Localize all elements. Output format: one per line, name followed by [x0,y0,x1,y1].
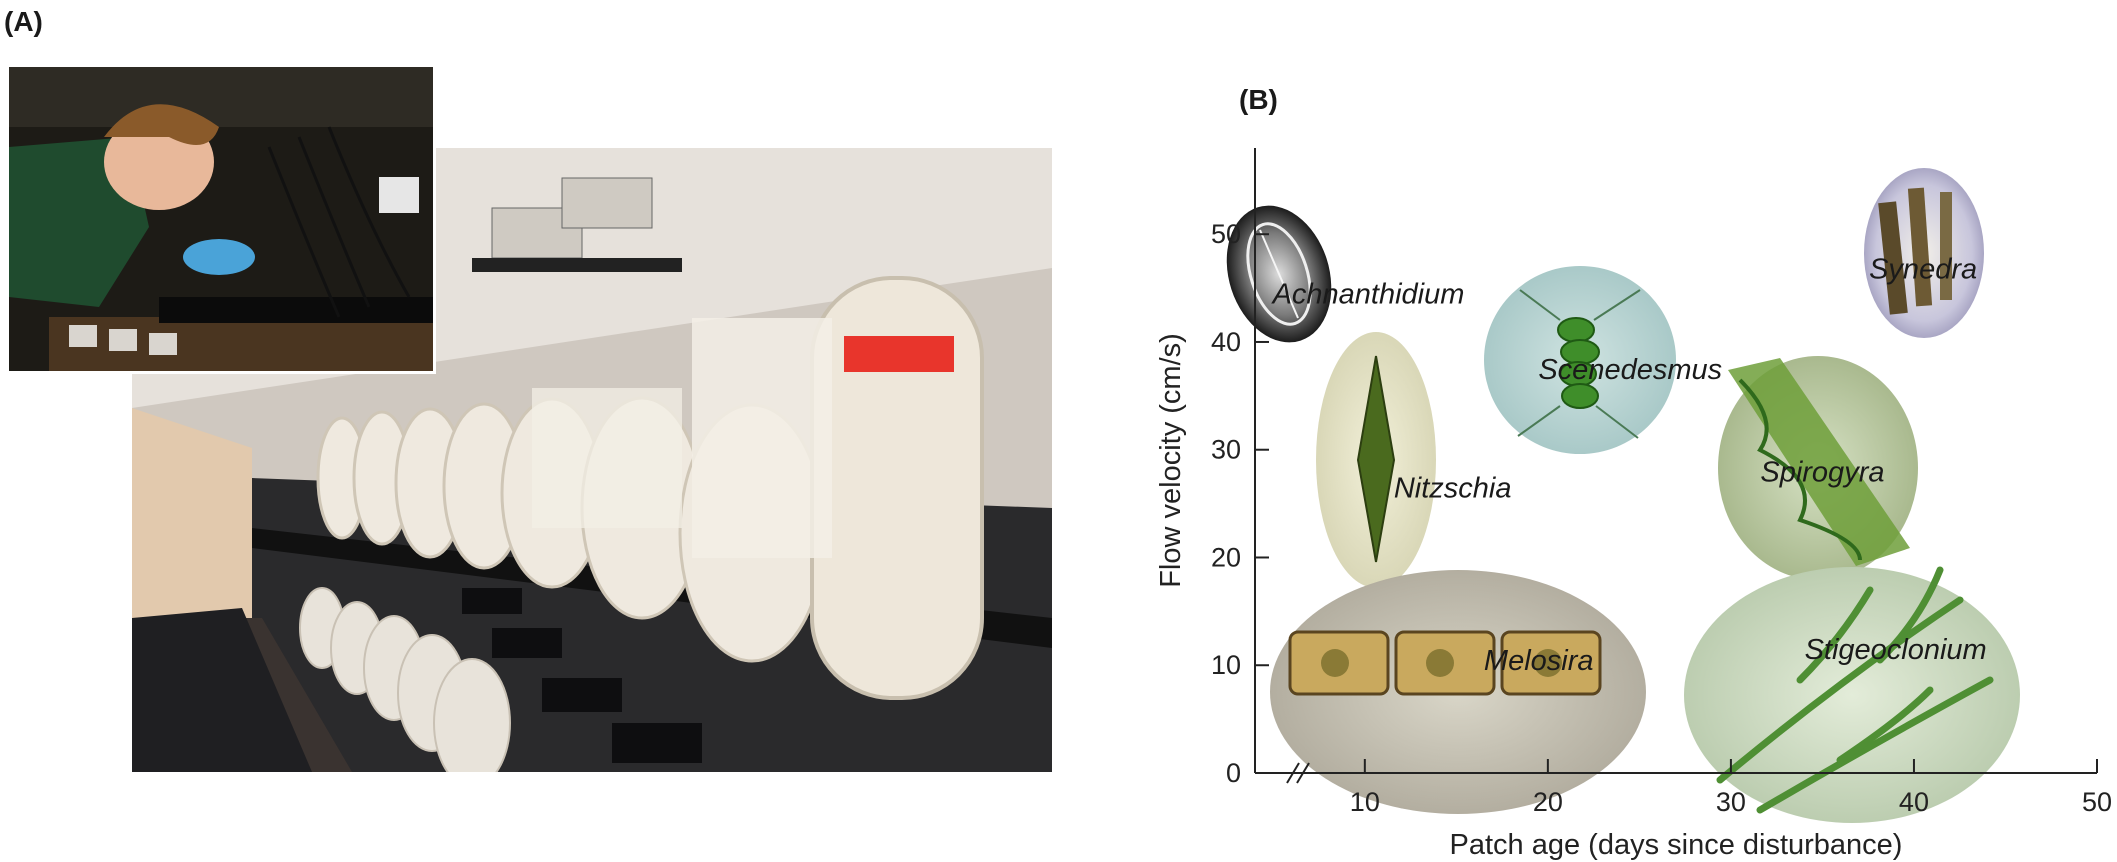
y-tick-label: 10 [1211,650,1241,680]
y-tick-label: 40 [1211,327,1241,357]
y-axis-label: Flow velocity (cm/s) [1155,333,1187,588]
x-tick-label: 10 [1350,787,1380,817]
taxon-label: Melosira [1484,645,1594,677]
x-tick-label: 40 [1899,787,1929,817]
taxon-label: Spirogyra [1760,456,1884,488]
axis-break-mark [1296,762,1310,784]
x-tick-label: 30 [1716,787,1746,817]
chart-ticks: 0 10 20 30 40 50 10 20 30 40 50 [1211,219,2112,817]
laboratory-flume-photo [132,148,1052,772]
synedra-micrograph [1864,168,1984,338]
y-tick-label: 0 [1226,758,1241,788]
taxon-labels: Achnanthidium Synedra Scenedesmus Nitzschia… [1271,254,1987,677]
stigeoclonium-micrograph [1684,566,2020,823]
chart-axes [1254,148,2097,784]
taxon-label: Stigeoclonium [1805,634,1987,666]
spirogyra-micrograph [1718,356,1918,580]
axis-break-mark [1286,762,1300,784]
y-tick-label: 30 [1211,435,1241,465]
researcher-inset-photo [6,64,436,374]
nitzschia-micrograph [1316,332,1436,588]
x-tick-label: 50 [2082,787,2112,817]
panel-a-label: (A) [4,6,43,37]
taxon-label: Scenedesmus [1538,354,1722,386]
y-tick-label: 50 [1211,219,1241,249]
flow-velocity-chart: 0 10 20 30 40 50 10 20 30 40 50 Achnanthidium Syned… [1155,148,2112,861]
taxon-label: Synedra [1869,254,1977,286]
taxon-label: Achnanthidium [1271,278,1465,310]
taxon-label: Nitzschia [1394,472,1512,504]
achnanthidium-micrograph [1226,205,1332,343]
y-tick-label: 20 [1211,542,1241,572]
scenedesmus-micrograph [1484,266,1676,454]
melosira-micrograph [1270,570,1646,814]
panel-b-label: (B) [1239,84,1278,115]
x-tick-label: 20 [1533,787,1563,817]
x-axis-label: Patch age (days since disturbance) [1450,829,1903,861]
